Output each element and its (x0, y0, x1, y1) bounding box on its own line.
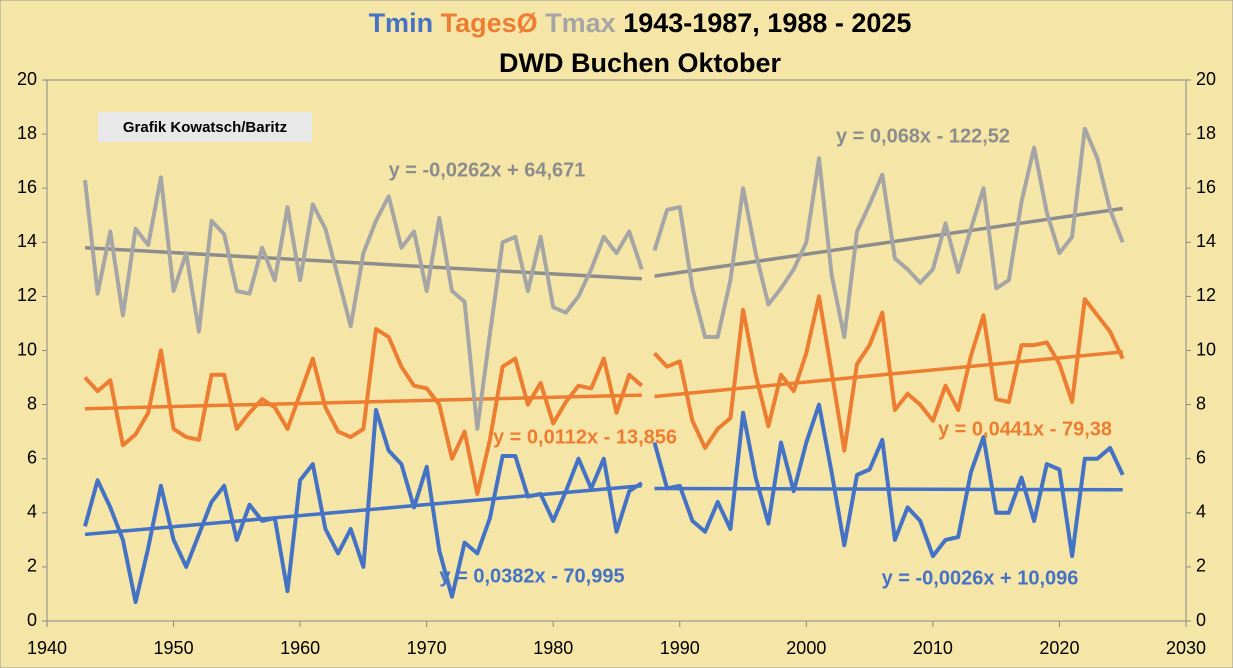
trend-line (84, 393, 642, 411)
series-line (83, 402, 1125, 605)
x-tick-label: 2010 (913, 638, 953, 658)
y-tick-label: 18 (17, 123, 37, 143)
trend-line (84, 484, 642, 537)
title-tmin: Tmin (369, 8, 434, 38)
y-tick-label: 16 (17, 177, 37, 197)
trend-label: y = 0,068x - 122,52 (836, 125, 1010, 147)
x-tick-label: 1940 (27, 638, 67, 658)
y2-tick-label: 0 (1196, 610, 1206, 630)
y2-tick-label: 8 (1196, 393, 1206, 413)
chart-title: Tmin TagesØ Tmax 1943-1987, 1988 - 2025 (369, 8, 912, 38)
y2-tick-label: 2 (1196, 556, 1206, 576)
y-tick-label: 20 (17, 69, 37, 89)
y-tick-label: 6 (27, 447, 37, 467)
y-tick-label: 12 (17, 285, 37, 305)
y2-tick-label: 14 (1196, 231, 1216, 251)
y-tick-label: 4 (27, 502, 37, 522)
y2-tick-label: 16 (1196, 177, 1216, 197)
x-tick-label: 1960 (280, 638, 320, 658)
y2-tick-label: 4 (1196, 502, 1206, 522)
y2-tick-label: 18 (1196, 123, 1216, 143)
title-period: 1943-1987, 1988 - 2025 (623, 8, 911, 38)
title-tmax: Tmax (545, 8, 616, 38)
y-tick-label: 2 (27, 556, 37, 576)
title-tages: TagesØ (441, 8, 538, 38)
x-tick-label: 1950 (154, 638, 194, 658)
annotation-box (98, 112, 312, 142)
y2-tick-label: 12 (1196, 285, 1216, 305)
x-tick-label: 2020 (1039, 638, 1079, 658)
x-tick-label: 2030 (1166, 638, 1206, 658)
y2-tick-label: 20 (1196, 69, 1216, 89)
y2-tick-label: 6 (1196, 447, 1206, 467)
y-tick-label: 0 (27, 610, 37, 630)
chart-subtitle: DWD Buchen Oktober (499, 48, 782, 78)
trend-label: y = 0,0441x - 79,38 (938, 418, 1112, 440)
x-tick-label: 1980 (533, 638, 573, 658)
x-tick-label: 2000 (786, 638, 826, 658)
trend-label: y = -0,0026x + 10,096 (882, 567, 1079, 589)
trend-label: y = 0,0112x - 13,856 (493, 426, 677, 448)
series-line (83, 294, 1125, 496)
x-tick-label: 1990 (660, 638, 700, 658)
trend-label: y = 0,0382x - 70,995 (439, 565, 624, 587)
y-tick-label: 10 (17, 339, 37, 359)
y2-tick-label: 10 (1196, 339, 1216, 359)
trend-label: y = -0,0262x + 64,671 (389, 159, 586, 181)
annotation: Grafik Kowatsch/Baritz (123, 119, 287, 136)
x-tick-label: 1970 (407, 638, 447, 658)
y-tick-label: 14 (17, 231, 37, 251)
series-line (83, 126, 1125, 431)
y-tick-label: 8 (27, 393, 37, 413)
